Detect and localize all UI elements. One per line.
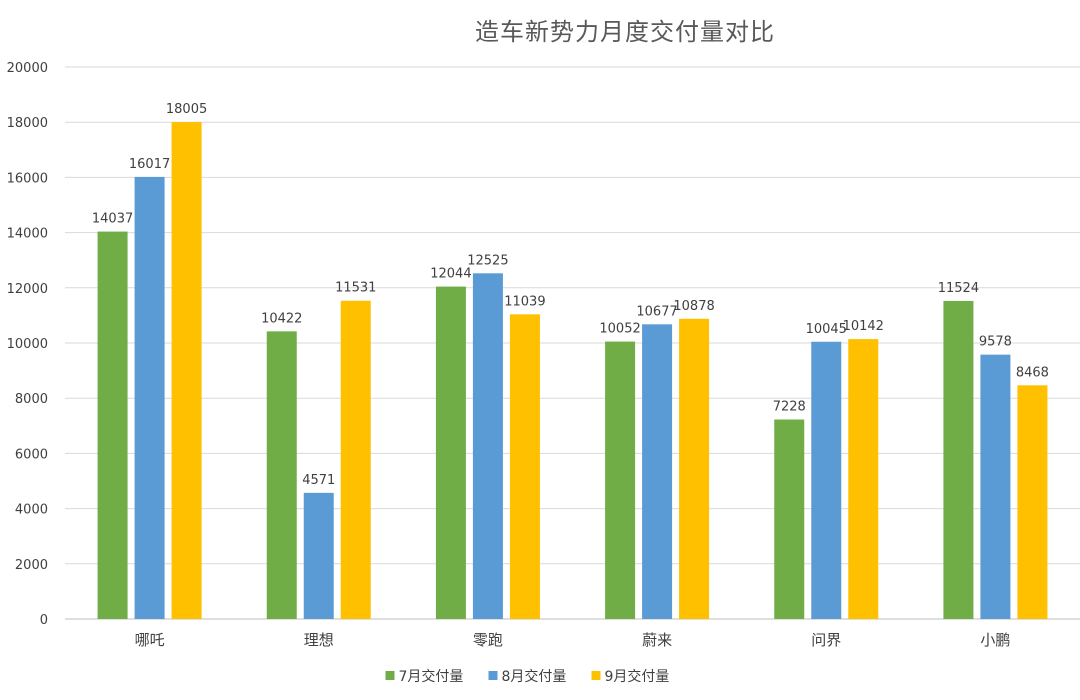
data-label: 10878	[673, 299, 714, 314]
bar	[848, 339, 879, 619]
data-label: 11531	[335, 281, 376, 296]
bar	[509, 314, 540, 619]
bar	[980, 354, 1011, 619]
data-label: 12525	[467, 253, 508, 268]
data-label: 18005	[166, 102, 207, 117]
bar	[171, 122, 202, 619]
data-label: 16017	[129, 157, 170, 172]
bar	[340, 300, 371, 619]
y-tick-label: 0	[40, 613, 48, 628]
data-label: 8468	[1016, 365, 1049, 380]
legend-swatch	[488, 671, 498, 680]
data-label: 10422	[261, 311, 302, 326]
data-label: 11039	[504, 294, 545, 309]
legend-swatch	[591, 671, 601, 680]
category-label: 零跑	[473, 631, 503, 649]
bar	[679, 318, 710, 619]
category-label: 小鹏	[980, 631, 1010, 649]
category-label: 理想	[304, 631, 334, 649]
legend-label: 8月交付量	[502, 668, 567, 685]
bar	[774, 419, 805, 619]
bar	[435, 286, 466, 619]
bar	[303, 492, 334, 619]
data-label: 14037	[92, 212, 133, 227]
y-tick-label: 4000	[15, 503, 48, 518]
data-label: 10677	[636, 304, 677, 319]
y-tick-label: 6000	[15, 447, 48, 462]
y-tick-label: 10000	[7, 337, 48, 352]
bar	[97, 231, 128, 619]
data-label: 10045	[806, 322, 847, 337]
bar	[943, 300, 974, 619]
category-label: 蔚来	[642, 631, 672, 649]
data-label: 7228	[773, 400, 806, 415]
bar	[1017, 385, 1048, 619]
bar	[266, 331, 297, 619]
y-tick-label: 18000	[7, 116, 48, 131]
category-label: 问界	[811, 631, 841, 649]
chart-title: 造车新势力月度交付量对比	[475, 18, 775, 46]
y-tick-label: 20000	[7, 61, 48, 76]
y-tick-label: 2000	[15, 558, 48, 573]
data-label: 12044	[430, 267, 471, 282]
data-label: 10142	[843, 319, 884, 334]
category-label: 哪吒	[135, 631, 165, 649]
y-tick-label: 12000	[7, 282, 48, 297]
data-label: 10052	[599, 322, 640, 337]
legend-swatch	[385, 671, 395, 680]
bar	[472, 273, 503, 619]
legend-label: 7月交付量	[399, 668, 464, 685]
data-label: 4571	[302, 473, 335, 488]
data-label: 11524	[938, 281, 979, 296]
data-label: 9578	[979, 335, 1012, 350]
bar	[605, 341, 636, 619]
y-tick-label: 8000	[15, 392, 48, 407]
bar	[642, 324, 673, 619]
legend-label: 9月交付量	[605, 668, 670, 685]
y-tick-label: 16000	[7, 171, 48, 186]
bar	[811, 341, 842, 619]
bar	[134, 176, 165, 620]
y-tick-label: 14000	[7, 227, 48, 242]
